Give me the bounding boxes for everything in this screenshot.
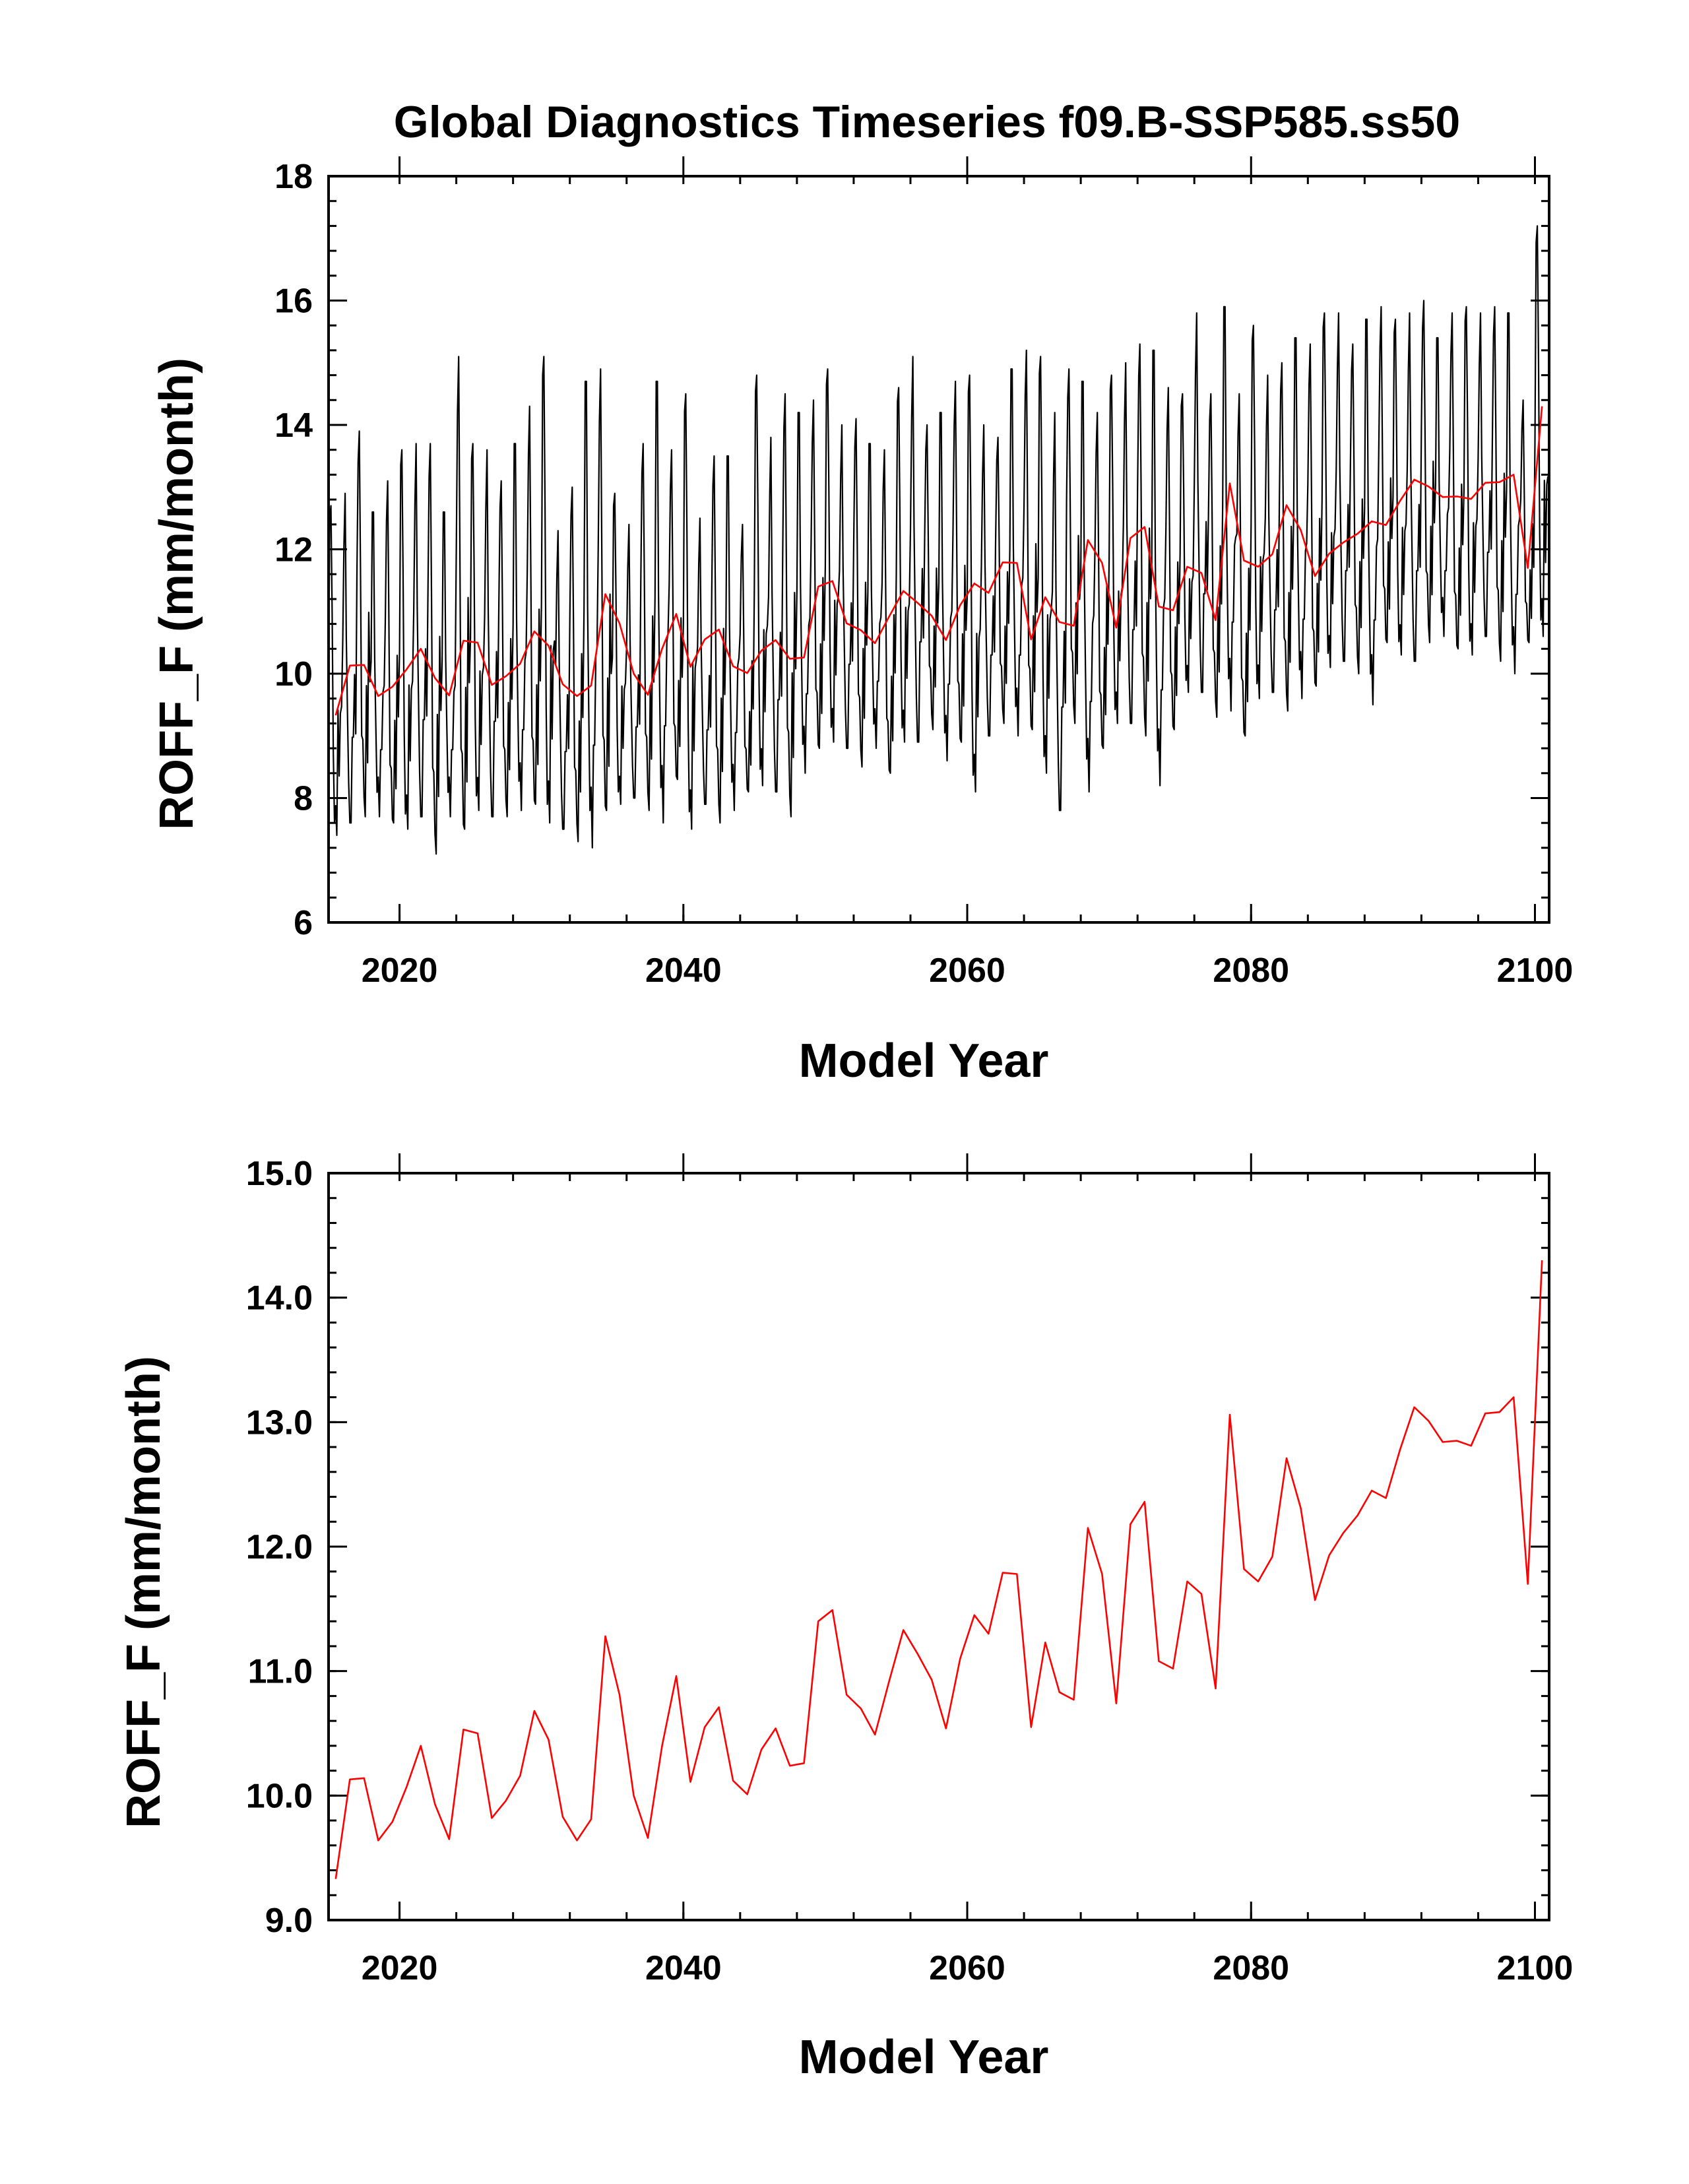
- bottom-panel-frame: [327, 1172, 1550, 1921]
- y-tick-label: 12: [274, 531, 313, 569]
- x-tick-label: 2060: [929, 1949, 1005, 1987]
- plot-frame: [327, 175, 1550, 924]
- x-tick-label: 2020: [362, 1949, 438, 1987]
- y-tick-label: 16: [274, 282, 313, 321]
- x-tick-label: 2020: [362, 951, 438, 990]
- y-tick-label: 8: [294, 780, 313, 818]
- y-tick-label: 13.0: [246, 1403, 313, 1442]
- x-tick-label: 2100: [1497, 951, 1574, 990]
- top-x-axis-label: Model Year: [799, 1035, 1049, 1087]
- x-tick-label: 2100: [1497, 1949, 1574, 1987]
- bottom-panel-ticks: 9.0 10.0 11.0 12.0 13.0 14.0 15.0 2020 2040 2060 2…: [246, 1153, 1574, 1987]
- bottom-panel: 9.0 10.0 11.0 12.0 13.0 14.0 15.0 2020 2040 2060 2…: [117, 1153, 1573, 2084]
- y-tick-label: 10.0: [246, 1777, 313, 1815]
- top-panel-series: [329, 225, 1549, 855]
- top-panel: 6 8 10 12 14 16 18 2020 2040 2060 2080 2100 Model Y…: [150, 156, 1573, 1087]
- y-tick-label: 12.0: [246, 1528, 313, 1566]
- y-tick-label: 6: [294, 904, 313, 942]
- x-tick-label: 2060: [929, 951, 1005, 990]
- bottom-panel-series: [335, 1260, 1543, 1879]
- x-tick-label: 2080: [1213, 1949, 1289, 1987]
- series-line-monthly: [329, 225, 1549, 855]
- y-tick-label: 10: [274, 655, 313, 693]
- top-panel-ticks: 6 8 10 12 14 16 18 2020 2040 2060 2080 2100: [274, 156, 1573, 990]
- y-tick-label: 14.0: [246, 1279, 313, 1318]
- plot-frame: [327, 1172, 1550, 1921]
- y-tick-label: 18: [274, 158, 313, 196]
- series-line-annual-mean: [335, 406, 1543, 716]
- x-tick-label: 2040: [645, 1949, 722, 1987]
- bottom-y-axis-label: ROFF_F (mm/month): [117, 1356, 170, 1828]
- chart-title: Global Diagnostics Timeseries f09.B-SSP5…: [394, 97, 1460, 147]
- series-line-annual-mean: [335, 1260, 1543, 1879]
- y-tick-label: 15.0: [246, 1155, 313, 1193]
- y-tick-label: 9.0: [265, 1902, 313, 1940]
- top-y-axis-label: ROFF_F (mm/month): [150, 358, 203, 830]
- y-tick-label: 11.0: [248, 1653, 313, 1691]
- bottom-x-axis-label: Model Year: [799, 2031, 1049, 2084]
- x-tick-label: 2040: [645, 951, 722, 990]
- top-panel-frame: [327, 175, 1550, 924]
- x-tick-label: 2080: [1213, 951, 1289, 990]
- y-tick-label: 14: [274, 406, 313, 445]
